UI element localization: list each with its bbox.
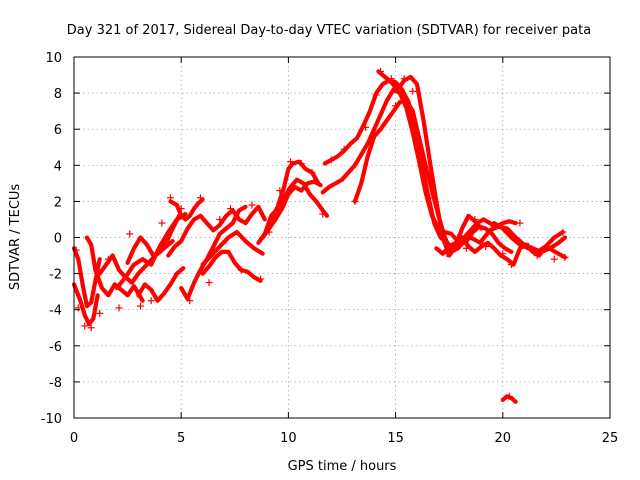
- data-point: [550, 255, 558, 263]
- data-point: [507, 261, 515, 269]
- series-track-8: [166, 204, 267, 258]
- series-track-12: [200, 230, 265, 267]
- data-point: [351, 197, 359, 205]
- data-point: [257, 275, 265, 283]
- y-tick-label: -8: [49, 376, 62, 391]
- data-point: [409, 87, 417, 95]
- data-point: [490, 223, 498, 231]
- series-track-9: [168, 197, 205, 222]
- series-track-10: [179, 204, 248, 301]
- data-point: [499, 250, 507, 258]
- y-tick-label: 6: [54, 123, 62, 138]
- data-point: [327, 156, 335, 164]
- y-tick-label: 0: [54, 232, 62, 247]
- series-track-15: [269, 159, 321, 222]
- data-point: [265, 228, 273, 236]
- data-point: [462, 244, 470, 252]
- y-tick-label: 8: [54, 87, 62, 102]
- y-tick-label: -2: [49, 268, 62, 283]
- data-point: [542, 244, 550, 252]
- series-track-19: [376, 69, 484, 258]
- data-point: [426, 194, 434, 202]
- data-point: [516, 219, 524, 227]
- data-point: [454, 234, 462, 241]
- x-tick-label: 10: [280, 431, 297, 446]
- y-tick-label: -10: [41, 412, 62, 427]
- data-point: [248, 201, 256, 209]
- data-point: [297, 159, 305, 167]
- data-point: [400, 75, 408, 83]
- y-tick-labels: -10 -8 -6 -4 -2 0 2 4 6 8 10: [41, 51, 62, 427]
- data-point: [227, 205, 235, 213]
- series-track-6: [125, 213, 182, 265]
- y-tick-label: 10: [45, 51, 62, 66]
- data-point: [81, 322, 89, 330]
- data-point: [372, 91, 380, 99]
- data-point: [216, 215, 224, 223]
- y-tick-label: -6: [49, 340, 62, 355]
- data-point: [533, 252, 541, 260]
- grid-lines: [74, 57, 610, 418]
- data-point: [417, 150, 425, 158]
- series-track-7: [136, 266, 186, 303]
- chart-title: Day 321 of 2017, Sidereal Day-to-day VTE…: [67, 23, 591, 38]
- data-point: [276, 187, 284, 195]
- data-point: [136, 302, 144, 310]
- data-point: [104, 255, 112, 263]
- data-point: [561, 253, 569, 261]
- data-point: [166, 194, 174, 202]
- y-tick-label: 4: [54, 159, 62, 174]
- series-track-3: [84, 235, 145, 303]
- x-tick-label: 0: [70, 431, 78, 446]
- data-point: [387, 75, 395, 83]
- data-point: [186, 297, 194, 305]
- data-point: [319, 210, 327, 218]
- data-point: [287, 158, 295, 166]
- x-tick-label: 15: [387, 431, 404, 446]
- x-axis-label: GPS time / hours: [288, 459, 397, 474]
- data-point: [482, 243, 490, 251]
- data-point: [126, 230, 134, 238]
- data-point: [237, 266, 245, 274]
- series-track-16: [320, 87, 518, 244]
- y-axis-label: SDTVAR / TECUs: [8, 184, 23, 291]
- axis-ticks: [73, 56, 611, 419]
- data-point: [308, 169, 316, 177]
- x-tick-label: 5: [177, 431, 185, 446]
- data-point: [471, 215, 479, 223]
- data-point: [196, 194, 204, 202]
- data-point: [96, 309, 104, 317]
- data-series: [71, 67, 569, 404]
- data-point: [340, 145, 348, 153]
- series-track-14: [260, 179, 323, 240]
- data-point: [392, 102, 400, 110]
- x-tick-label: 25: [602, 431, 619, 446]
- y-tick-label: 2: [54, 195, 62, 210]
- series-track-1: [71, 282, 100, 327]
- data-point: [559, 228, 567, 236]
- series-track-18: [352, 98, 486, 254]
- x-tick-label: 20: [495, 431, 512, 446]
- data-point: [147, 297, 155, 305]
- data-point: [177, 205, 185, 213]
- data-point: [505, 392, 513, 400]
- data-point: [434, 223, 442, 231]
- data-point: [362, 123, 370, 131]
- data-point: [87, 324, 95, 332]
- data-point: [377, 67, 385, 75]
- x-tick-labels: 0 5 10 15 20 25: [70, 431, 618, 446]
- data-point: [205, 279, 213, 287]
- data-point: [443, 250, 451, 258]
- series-track-2: [71, 246, 102, 309]
- data-point: [525, 243, 533, 251]
- series-track-11: [200, 249, 263, 283]
- y-tick-label: -4: [49, 304, 62, 319]
- data-point: [158, 219, 166, 227]
- data-point: [115, 304, 123, 312]
- data-point: [74, 304, 82, 312]
